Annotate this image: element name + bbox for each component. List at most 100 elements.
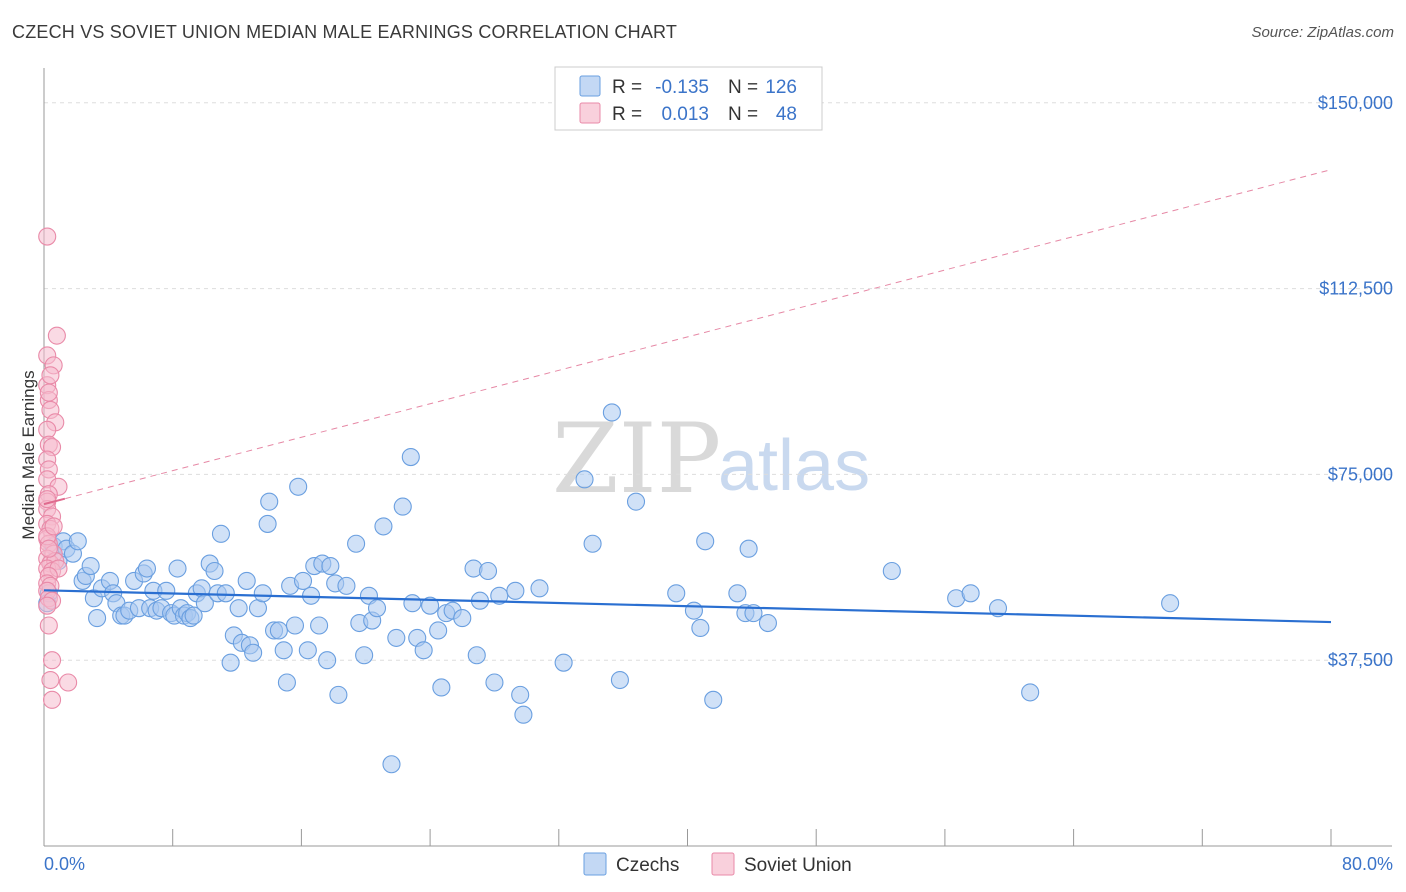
czechs-point (221, 653, 240, 672)
legend-swatch-czechs (579, 75, 601, 97)
soviet-union-point (42, 651, 62, 670)
y-tick-label: $150,000 (1318, 93, 1393, 113)
x-axis-ticks (43, 829, 1332, 846)
czechs-trend-line (43, 589, 1332, 624)
czechs-point (432, 678, 451, 697)
czechs-point (554, 653, 573, 672)
czechs-point (387, 628, 406, 647)
czechs-point (382, 755, 401, 774)
czechs-point (285, 616, 305, 635)
soviet-union-point (38, 420, 57, 439)
czechs-point (467, 646, 486, 665)
czechs-point (414, 641, 433, 660)
czechs-point (168, 559, 187, 578)
czechs-point (81, 557, 100, 576)
soviet-union-point (47, 326, 66, 345)
czechs-point (511, 685, 530, 704)
y-axis-tick-labels: $37,500 $75,000 $112,500 $150,000 (1318, 93, 1393, 670)
czechs-point (506, 581, 525, 600)
soviet-union-point (41, 366, 60, 385)
czechs-point (253, 584, 272, 603)
czechs-point (318, 651, 337, 670)
czechs-point (211, 524, 231, 543)
soviet-union-point (41, 670, 60, 690)
legend-r-value-czechs: -0.135 (655, 77, 709, 98)
czechs-point (429, 621, 448, 640)
soviet-union-point (38, 227, 57, 246)
czechs-point (367, 599, 387, 618)
correlation-legend: R = -0.135 N = 126 R = 0.013 N = 48 (554, 66, 823, 131)
y-tick-label: $112,500 (1319, 279, 1393, 299)
soviet-union-point (59, 673, 78, 692)
soviet-union-point (44, 517, 63, 536)
bottom-legend-swatch-soviet-union (711, 852, 735, 876)
czechs-point (184, 606, 203, 625)
y-tick-label: $37,500 (1328, 650, 1393, 670)
czechs-point (421, 596, 440, 615)
soviet-union-point (39, 383, 58, 402)
bottom-legend-label-czechs: Czechs (616, 855, 679, 876)
czechs-point (530, 579, 549, 598)
data-points (38, 227, 1180, 774)
czechs-point (216, 584, 235, 603)
czechs-point (269, 621, 288, 640)
czechs-point (1161, 594, 1180, 613)
czechs-point (696, 532, 715, 551)
czechs-point (626, 492, 646, 511)
czechs-point (393, 497, 412, 516)
legend-n-label-soviet-union: N = (728, 104, 758, 125)
czechs-point (485, 673, 504, 692)
y-axis-label: Median Male Earnings (19, 370, 38, 539)
czechs-point (478, 561, 498, 581)
series-legend: Czechs Soviet Union (583, 852, 852, 876)
czechs-point (329, 685, 348, 704)
soviet-union-point (42, 690, 62, 709)
czechs-point (739, 539, 758, 558)
trend-lines (43, 169, 1332, 624)
czechs-point (882, 561, 901, 581)
czechs-point (260, 492, 279, 511)
czechs-point (728, 584, 747, 603)
czechs-point (310, 616, 329, 635)
soviet-union-point (38, 596, 57, 615)
czechs-point (610, 670, 629, 690)
bottom-legend-swatch-czechs (583, 852, 607, 876)
czechs-point (1021, 683, 1040, 702)
czechs-point (137, 559, 157, 578)
czechs-point (691, 618, 710, 638)
czechs-point (237, 571, 256, 590)
czechs-point (355, 646, 374, 665)
czechs-point (602, 403, 621, 422)
chart-title: CZECH VS SOVIET UNION MEDIAN MALE EARNIN… (12, 22, 678, 42)
czechs-point (68, 532, 87, 551)
czechs-point (758, 613, 777, 633)
legend-r-label-soviet-union: R = (612, 104, 642, 125)
czechs-point (274, 641, 293, 660)
czechs-point (277, 673, 296, 692)
czechs-point (298, 641, 317, 660)
legend-r-value-soviet-union: 0.013 (661, 104, 709, 125)
czechs-point (205, 561, 224, 581)
czechs-point (347, 534, 366, 553)
czechs-point (684, 601, 703, 620)
czechs-point (401, 447, 420, 467)
x-tick-label-min: 0.0% (44, 854, 85, 874)
czechs-point (229, 599, 248, 618)
czechs-point (490, 586, 509, 605)
czechs-point (514, 705, 533, 724)
czechs-point (258, 514, 277, 533)
czechs-point (337, 576, 356, 595)
czechs-point (403, 594, 422, 613)
soviet-union-point (39, 616, 58, 635)
czechs-point (453, 609, 472, 628)
czechs-point (704, 690, 723, 709)
soviet-union-trend-line (43, 169, 1332, 505)
legend-n-value-soviet-union: 48 (776, 104, 797, 125)
source-credit: Source: ZipAtlas.com (1251, 24, 1394, 41)
watermark-atlas: atlas (718, 426, 870, 506)
czechs-point (575, 470, 594, 489)
soviet-union-point (39, 539, 58, 558)
x-tick-label-max: 80.0% (1342, 854, 1393, 874)
czechs-point (374, 517, 393, 536)
